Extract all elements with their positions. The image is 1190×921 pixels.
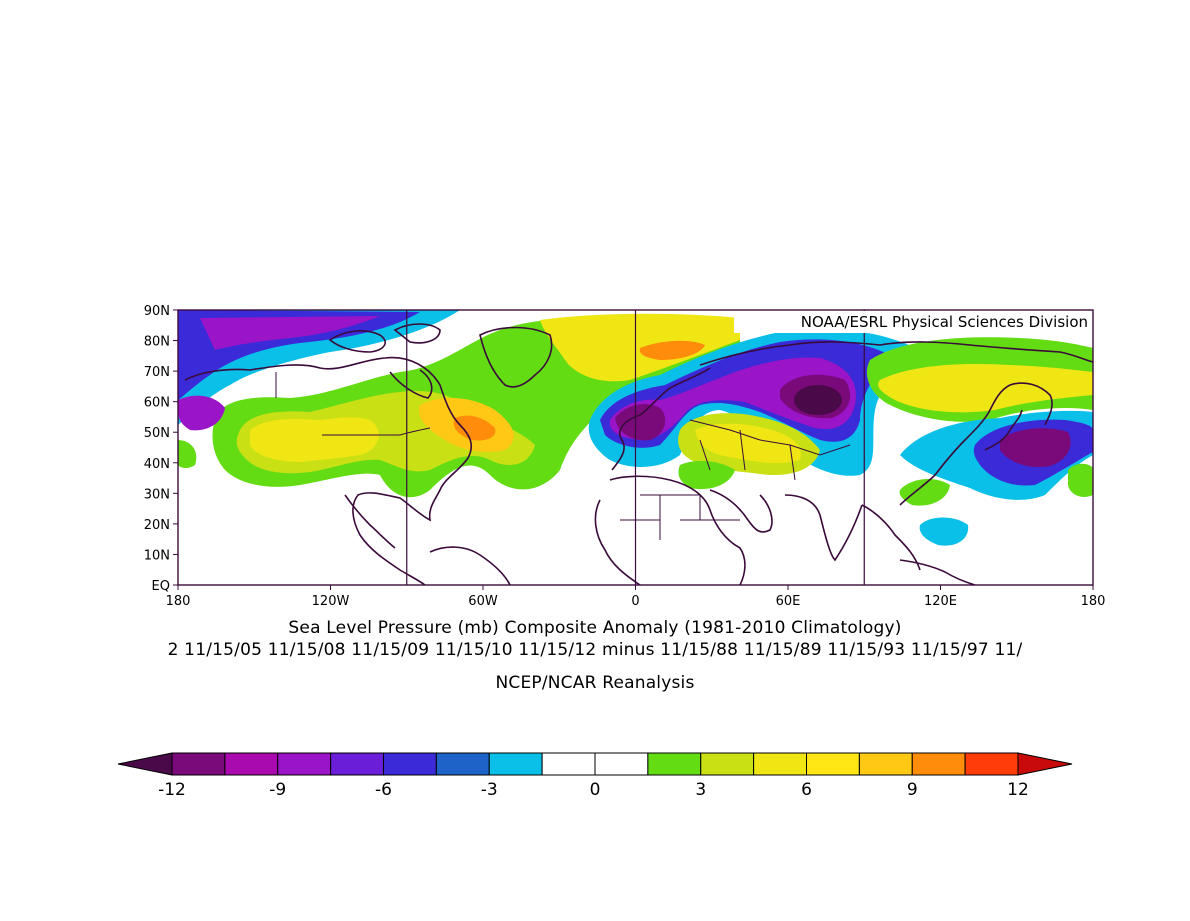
colorbar-swatch (858, 752, 913, 776)
colorbar-swatch (171, 752, 226, 776)
border-us-canada (322, 427, 431, 436)
positive-anomaly-east-pacific (178, 440, 197, 469)
positive-anomaly-atlantic-core (453, 415, 496, 441)
border-eurasia (689, 419, 851, 481)
lon-tick-label: 0 (631, 594, 639, 609)
negative-anomaly-south-china-sea (919, 517, 969, 546)
lon-tick-label: 180 (1081, 594, 1106, 609)
positive-anomaly-greenland-sea (540, 313, 740, 382)
colorbar-swatch (277, 752, 332, 776)
colorbar-tick-label: -9 (269, 780, 286, 800)
longitude-axis: 180 120W 60W 0 60E 120E 180 (166, 585, 1106, 609)
lat-tick-label: 20N (144, 518, 170, 533)
colorbar-swatch (964, 752, 1019, 776)
negative-anomaly-east-asia-core (1000, 428, 1071, 468)
plot-subtitle-dates: 2 11/15/05 11/15/08 11/15/09 11/15/10 11… (167, 640, 1023, 660)
coastline-arctic-islands (328, 323, 441, 353)
lat-tick-label: 40N (144, 457, 170, 472)
lat-tick-label: 30N (144, 487, 170, 502)
positive-anomaly-west-pacific (899, 478, 950, 506)
lat-tick-label: 50N (144, 426, 170, 441)
border-africa (620, 494, 740, 540)
colorbar-tick-label: -3 (481, 780, 498, 800)
negative-anomaly-bering (178, 395, 225, 431)
coastline-japan (984, 409, 1023, 451)
positive-anomaly-greenland-sea-core (639, 340, 705, 360)
colorbar-tick-label: 0 (590, 780, 601, 800)
colorbar-swatch (383, 752, 437, 776)
plot-title: Sea Level Pressure (mb) Composite Anomal… (288, 618, 902, 638)
coastline-indonesia (899, 559, 976, 585)
positive-anomaly-far-west-pacific (1068, 463, 1093, 497)
country-borders (275, 372, 851, 540)
colorbar-tick-label: 6 (801, 780, 812, 800)
lat-tick-label: 70N (144, 365, 170, 380)
negative-anomaly-eurasia-9 (609, 357, 856, 440)
colorbar: -12 -9 -6 -3 0 3 6 9 12 (117, 752, 1073, 800)
lat-tick-label: 90N (144, 304, 170, 319)
coastline-central-america (344, 494, 396, 549)
coastline-europe (611, 367, 711, 471)
colorbar-tick-label: 3 (695, 780, 706, 800)
lat-tick-label: 60N (144, 396, 170, 411)
coastline-north-america (184, 356, 472, 585)
lon-tick-label: 60E (776, 594, 801, 609)
coastline-india (784, 494, 863, 562)
credit-box (734, 311, 1092, 333)
colorbar-swatch (488, 752, 543, 776)
negative-anomaly-arctic-west-inner (200, 316, 380, 350)
colorbar-min-arrow (117, 752, 173, 776)
grid-lines (406, 310, 865, 585)
colorbar-swatch (806, 752, 860, 776)
positive-anomaly-north-pacific-6 (878, 363, 1093, 413)
colorbar-swatch (541, 752, 596, 776)
credit-text: NOAA/ESRL Physical Sciences Division (801, 313, 1088, 331)
positive-anomaly-central-asia-core (695, 423, 801, 464)
colorbar-swatch (753, 752, 807, 776)
latitude-axis: 90N 80N 70N 60N 50N 40N 30N 20N 10N EQ (144, 304, 178, 594)
colorbar-tick-label: -12 (158, 780, 186, 800)
lat-tick-label: 10N (144, 548, 170, 563)
negative-anomaly-scandinavia-core (615, 404, 666, 441)
plot-source: NCEP/NCAR Reanalysis (495, 673, 695, 693)
coastline-greenland (479, 326, 553, 388)
coastline-arabia (709, 489, 773, 533)
coastline-africa (594, 475, 746, 585)
colorbar-swatch (594, 752, 649, 776)
colorbar-swatch (647, 752, 702, 776)
colorbar-swatch (224, 752, 279, 776)
colorbar-max-arrow (1017, 752, 1073, 776)
colorbar-tick-label: 9 (907, 780, 918, 800)
negative-anomaly-siberia-center (794, 385, 842, 415)
lon-tick-label: 60W (468, 594, 498, 609)
coastline-hudson-bay (389, 369, 433, 399)
colorbar-tick-label: -6 (375, 780, 392, 800)
coastline-south-america (429, 546, 511, 585)
colorbar-swatch (700, 752, 755, 776)
colorbar-tick-label: 12 (1007, 780, 1029, 800)
lon-tick-label: 120E (924, 594, 957, 609)
positive-anomaly-north-america-core (250, 417, 379, 462)
positive-anomaly-mediterranean (678, 460, 735, 490)
lat-tick-label: EQ (152, 579, 170, 594)
coastline-siberia-arctic (699, 341, 1093, 366)
lon-tick-label: 120W (312, 594, 350, 609)
lon-tick-label: 180 (166, 594, 191, 609)
lat-tick-label: 80N (144, 335, 170, 350)
coastline-east-asia (861, 382, 1053, 571)
coastlines (184, 323, 1093, 585)
colorbar-swatch (911, 752, 966, 776)
colorbar-swatch (330, 752, 384, 776)
colorbar-swatch (435, 752, 490, 776)
